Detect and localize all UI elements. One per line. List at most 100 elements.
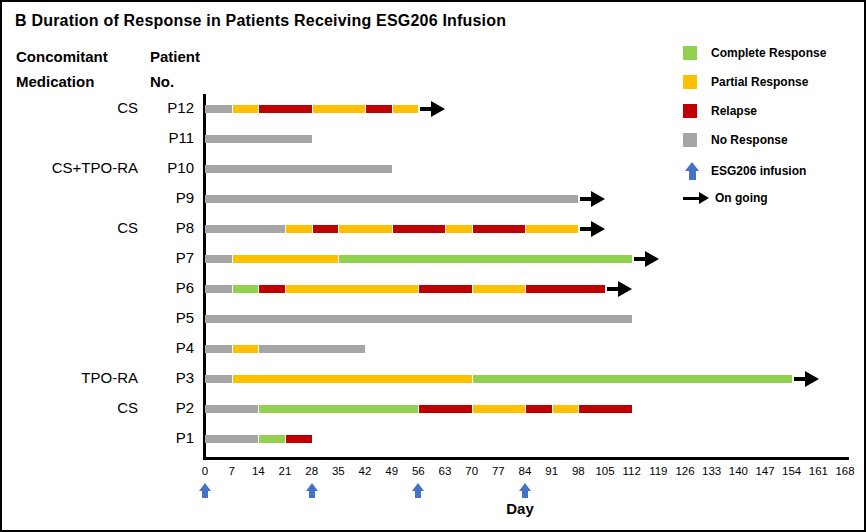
- patient-label: P4: [140, 339, 194, 356]
- patient-label: P2: [140, 399, 194, 416]
- infusion-arrow-stem: [202, 491, 208, 498]
- bar-segment-partial: [473, 405, 525, 413]
- medication-label: CS: [10, 219, 138, 236]
- chart-title: B Duration of Response in Patients Recei…: [15, 12, 506, 30]
- legend-label: On going: [715, 191, 768, 205]
- patient-label: P9: [140, 189, 194, 206]
- patient-column-header-line2: No.: [150, 73, 174, 90]
- bar-segment-none: [205, 315, 632, 323]
- x-tick-label: 91: [545, 465, 558, 477]
- up-arrow-head: [685, 162, 699, 171]
- bar-segment-relapse: [419, 285, 471, 293]
- bar-segment-complete: [259, 435, 285, 443]
- x-tick-label: 161: [809, 465, 828, 477]
- bar-segment-relapse: [579, 405, 631, 413]
- bar-segment-partial: [233, 255, 339, 263]
- ongoing-arrow-head: [618, 281, 632, 297]
- infusion-arrow-head: [306, 483, 318, 491]
- infusion-arrow-stem: [522, 491, 528, 498]
- bar-segment-none: [259, 345, 365, 353]
- patient-label: P6: [140, 279, 194, 296]
- legend-swatch-no-response: [683, 133, 697, 147]
- up-arrow-glyph: [685, 162, 699, 180]
- x-tick-label: 42: [359, 465, 372, 477]
- medication-label: CS: [10, 99, 138, 116]
- esg206-infusion-arrow-icon: [411, 483, 425, 498]
- x-tick-label: 168: [835, 465, 854, 477]
- legend-label: Relapse: [711, 104, 757, 118]
- bar-segment-partial: [286, 285, 418, 293]
- infusion-arrow-head: [199, 483, 211, 491]
- x-tick-label: 119: [649, 465, 667, 477]
- bar-segment-none: [205, 375, 232, 383]
- x-tick-label: 56: [412, 465, 425, 477]
- infusion-arrow-stem: [309, 491, 315, 498]
- esg206-infusion-arrow-icon: [683, 162, 701, 180]
- x-axis-line: [203, 457, 849, 460]
- x-tick-label: 84: [519, 465, 532, 477]
- legend-item: On going: [683, 191, 768, 205]
- infusion-arrow-head: [519, 483, 531, 491]
- bar-segment-none: [205, 405, 258, 413]
- x-tick-label: 105: [595, 465, 614, 477]
- chart-figure: B Duration of Response in Patients Recei…: [0, 0, 866, 532]
- bar-segment-none: [205, 345, 232, 353]
- infusion-arrow-head: [412, 483, 424, 491]
- bar-segment-relapse: [259, 105, 311, 113]
- patient-label: P11: [140, 129, 194, 146]
- legend-item: Complete Response: [683, 46, 826, 60]
- patient-label: P8: [140, 219, 194, 236]
- legend-swatch-complete-response: [683, 46, 697, 60]
- bar-segment-complete: [339, 255, 631, 263]
- bar-segment-partial: [526, 225, 578, 233]
- medication-label: TPO-RA: [10, 369, 138, 386]
- ongoing-arrow-head: [645, 251, 659, 267]
- x-tick-label: 112: [622, 465, 640, 477]
- patient-label: P7: [140, 249, 194, 266]
- patient-column-header-line1: Patient: [150, 48, 200, 65]
- bar-segment-partial: [553, 405, 579, 413]
- x-tick-label: 14: [252, 465, 265, 477]
- legend-label: Partial Response: [711, 75, 808, 89]
- bar-segment-partial: [233, 345, 259, 353]
- bar-segment-partial: [393, 105, 419, 113]
- x-tick-label: 35: [332, 465, 345, 477]
- patient-label: P1: [140, 429, 194, 446]
- legend-swatch-relapse: [683, 104, 697, 118]
- bar-segment-partial: [339, 225, 391, 233]
- bar-segment-partial: [473, 285, 525, 293]
- x-tick-label: 133: [702, 465, 721, 477]
- bar-segment-complete: [233, 285, 259, 293]
- legend-label: No Response: [711, 133, 788, 147]
- bar-segment-relapse: [393, 225, 445, 233]
- x-tick-label: 0: [202, 465, 208, 477]
- x-tick-label: 98: [572, 465, 585, 477]
- x-tick-label: 126: [675, 465, 694, 477]
- patient-label: P5: [140, 309, 194, 326]
- medication-label: CS+TPO-RA: [10, 159, 138, 176]
- bar-segment-none: [205, 285, 232, 293]
- x-tick-label: 77: [492, 465, 505, 477]
- x-tick-label: 63: [439, 465, 452, 477]
- bar-segment-none: [205, 105, 232, 113]
- infusion-arrow-stem: [415, 491, 421, 498]
- esg206-infusion-arrow-icon: [518, 483, 532, 498]
- bar-segment-none: [205, 435, 258, 443]
- ongoing-arrow-head: [805, 371, 819, 387]
- x-axis-label: Day: [506, 500, 534, 517]
- patient-label: P12: [140, 99, 194, 116]
- ongoing-arrow-head: [431, 101, 445, 117]
- bar-segment-relapse: [313, 225, 339, 233]
- bar-segment-none: [205, 135, 312, 143]
- up-arrow-stem: [689, 171, 696, 180]
- x-tick-label: 49: [385, 465, 398, 477]
- x-tick-label: 28: [305, 465, 318, 477]
- bar-segment-partial: [233, 105, 259, 113]
- medication-column-header-line2: Medication: [16, 73, 94, 90]
- legend-item: ESG206 infusion: [683, 162, 806, 180]
- patient-label: P3: [140, 369, 194, 386]
- bar-segment-none: [205, 225, 285, 233]
- x-tick-label: 7: [228, 465, 234, 477]
- bar-segment-relapse: [473, 225, 525, 233]
- bar-segment-partial: [286, 225, 312, 233]
